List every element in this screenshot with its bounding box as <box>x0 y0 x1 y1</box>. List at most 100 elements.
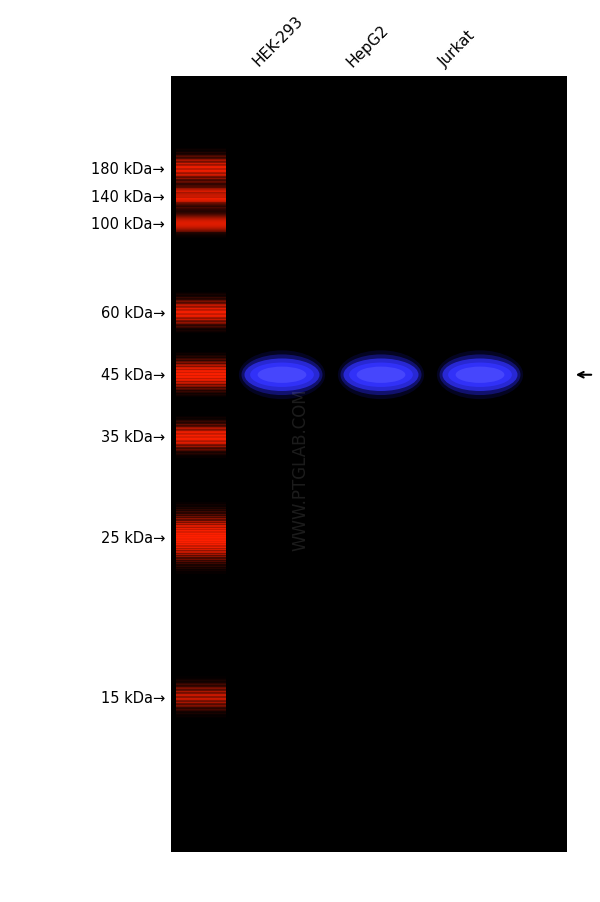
Bar <box>176 426 226 428</box>
Bar <box>176 436 226 437</box>
Bar <box>176 443 226 445</box>
Bar <box>176 676 226 678</box>
Ellipse shape <box>245 359 320 391</box>
Bar <box>176 235 226 237</box>
Bar <box>176 170 226 173</box>
Bar <box>176 203 226 205</box>
Bar <box>176 703 226 704</box>
Bar <box>176 568 226 572</box>
Bar <box>176 373 226 375</box>
Bar <box>176 186 226 187</box>
Bar <box>176 357 226 359</box>
Bar <box>176 185 226 187</box>
Bar <box>176 302 226 304</box>
Bar <box>176 162 226 164</box>
Bar <box>176 209 226 210</box>
Bar <box>176 157 226 159</box>
Bar <box>176 327 226 328</box>
Bar <box>176 298 226 299</box>
Bar <box>176 384 226 386</box>
Bar <box>176 313 226 315</box>
Bar <box>176 326 226 327</box>
Bar <box>176 396 226 398</box>
Bar <box>176 423 226 426</box>
Bar <box>176 176 226 179</box>
Bar <box>176 700 226 702</box>
Bar <box>176 428 226 429</box>
Bar <box>176 153 226 155</box>
Ellipse shape <box>443 359 517 391</box>
Bar <box>176 218 226 219</box>
Bar <box>176 444 226 446</box>
Bar <box>176 389 226 391</box>
Bar <box>176 197 226 198</box>
Bar <box>176 331 226 333</box>
Bar <box>176 437 226 439</box>
Text: HEK-293: HEK-293 <box>250 14 307 69</box>
Bar <box>176 305 226 307</box>
Bar <box>176 693 226 695</box>
Bar <box>176 393 226 395</box>
Bar <box>176 708 226 710</box>
Bar <box>176 552 226 556</box>
Bar <box>176 225 226 226</box>
Bar <box>176 172 226 174</box>
Bar <box>176 390 226 392</box>
Bar <box>176 318 226 319</box>
Bar <box>176 226 226 228</box>
Ellipse shape <box>338 351 424 400</box>
Bar <box>176 428 226 431</box>
Bar <box>176 564 226 567</box>
Bar <box>176 690 226 692</box>
Ellipse shape <box>239 351 325 400</box>
Bar <box>176 438 226 440</box>
Bar <box>176 212 226 214</box>
Bar <box>176 206 226 207</box>
Bar <box>176 446 226 447</box>
Bar <box>176 366 226 368</box>
Bar <box>176 164 226 166</box>
Bar <box>176 519 226 522</box>
Bar <box>176 548 226 550</box>
Bar <box>176 216 226 218</box>
Bar <box>176 236 226 238</box>
Text: Jurkat: Jurkat <box>436 27 478 69</box>
Bar <box>176 523 226 527</box>
Bar <box>176 186 226 188</box>
Text: 180 kDa→: 180 kDa→ <box>91 162 165 178</box>
Text: 140 kDa→: 140 kDa→ <box>91 189 165 205</box>
Bar <box>176 184 226 186</box>
Bar <box>176 235 226 236</box>
Bar <box>176 455 226 456</box>
Bar <box>176 441 226 443</box>
Bar <box>176 355 226 358</box>
Bar <box>176 695 226 697</box>
Bar <box>176 510 226 512</box>
Bar <box>176 387 226 389</box>
Text: 45 kDa→: 45 kDa→ <box>101 368 165 382</box>
Bar <box>176 324 226 326</box>
Bar <box>176 308 226 309</box>
Bar <box>176 705 226 707</box>
Bar <box>176 697 226 699</box>
Bar <box>176 211 226 212</box>
Bar <box>176 353 226 354</box>
Bar <box>176 687 226 689</box>
Bar <box>176 364 226 367</box>
Bar <box>176 359 226 361</box>
Bar <box>176 571 226 575</box>
Bar <box>176 554 226 557</box>
Ellipse shape <box>257 367 307 383</box>
Bar <box>176 229 226 230</box>
Bar <box>176 440 226 442</box>
Bar <box>176 323 226 325</box>
Bar <box>176 170 226 171</box>
Bar <box>176 394 226 397</box>
Bar <box>176 311 226 314</box>
Text: 35 kDa→: 35 kDa→ <box>101 430 165 445</box>
Bar <box>176 234 226 235</box>
Bar <box>176 223 226 225</box>
Bar <box>176 706 226 708</box>
Bar <box>176 689 226 691</box>
Bar <box>176 686 226 688</box>
